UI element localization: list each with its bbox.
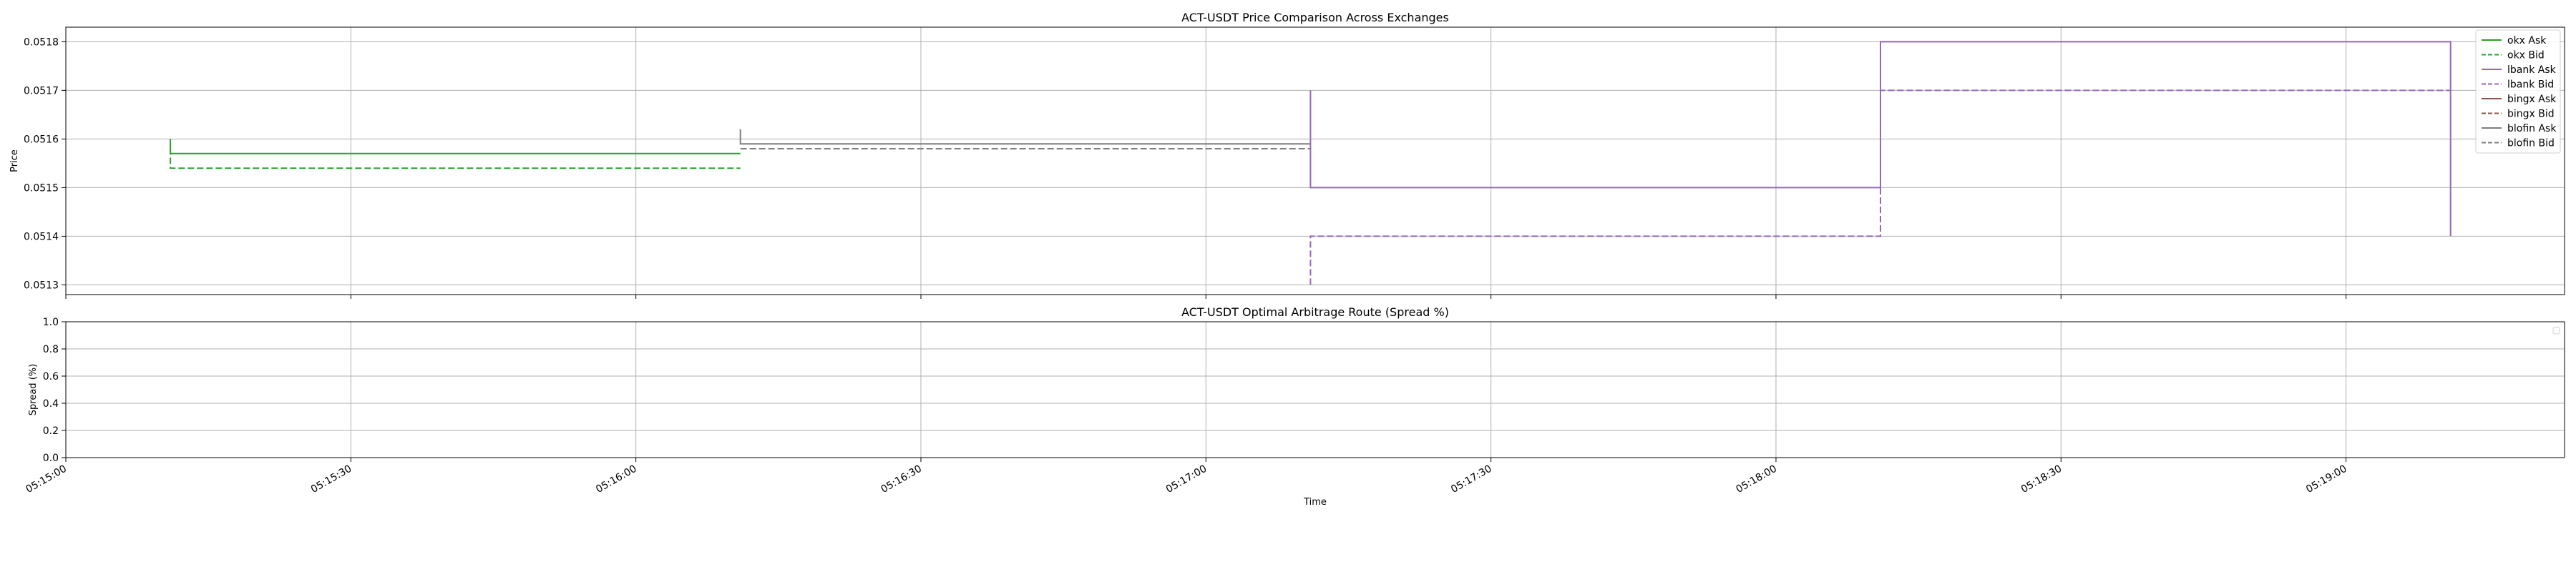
- series-line-lbank-bid: [1309, 89, 2451, 285]
- legend-label: lbank Bid: [2507, 79, 2554, 91]
- legend-label: okx Ask: [2507, 35, 2547, 46]
- legend-label: lbank Ask: [2507, 64, 2557, 76]
- price-chart-title: ACT-USDT Price Comparison Across Exchang…: [1181, 11, 1449, 24]
- y-tick-label: 0.6: [43, 371, 59, 383]
- legend-label: blofin Ask: [2507, 123, 2557, 134]
- y-tick-label: 0.0518: [24, 36, 59, 48]
- legend-label: bingx Ask: [2507, 94, 2557, 105]
- y-tick-label: 0.0513: [24, 280, 59, 291]
- price-chart-legend: okx Ask okx Bid lbank Ask lbank Bid bingx As…: [2475, 29, 2561, 154]
- y-tick-label: 0.8: [43, 344, 59, 355]
- y-tick-label: 1.0: [43, 317, 59, 328]
- y-tick-label: 0.0517: [24, 85, 59, 97]
- spread-chart-legend-box: [2552, 327, 2560, 335]
- y-tick-label: 0.0514: [24, 231, 59, 242]
- price-chart: ACT-USDT Price Comparison Across Exchang…: [9, 11, 2565, 299]
- price-chart-x-ticks: [65, 295, 2347, 299]
- spread-chart-y-ticks: 0.0 0.2 0.4 0.6 0.8 1.0: [43, 317, 66, 464]
- legend-label: okx Bid: [2507, 50, 2545, 61]
- y-tick-label: 0.2: [43, 425, 59, 437]
- legend-label: blofin Bid: [2507, 138, 2555, 149]
- price-chart-y-label: Price: [9, 149, 20, 172]
- series-line-okx-bid: [170, 139, 741, 169]
- spread-chart-y-label: Spread (%): [28, 364, 39, 415]
- spread-chart-title: ACT-USDT Optimal Arbitrage Route (Spread…: [1181, 305, 1449, 319]
- y-tick-label: 0.0515: [24, 182, 59, 194]
- series-line-blofin-ask: [739, 129, 1311, 145]
- spread-chart-x-label: Time: [1303, 497, 1327, 508]
- y-tick-label: 0.0516: [24, 134, 59, 145]
- spread-chart-frame: [65, 321, 2565, 458]
- price-chart-series: [170, 41, 2451, 285]
- price-chart-frame: [65, 26, 2565, 295]
- y-tick-label: 0.0: [43, 453, 59, 464]
- legend-label: bingx Bid: [2507, 109, 2555, 120]
- legend-box: [2475, 29, 2561, 154]
- price-chart-y-ticks: 0.0513 0.0514 0.0515 0.0516 0.0517 0.0518: [24, 36, 66, 291]
- y-tick-label: 0.4: [43, 398, 59, 410]
